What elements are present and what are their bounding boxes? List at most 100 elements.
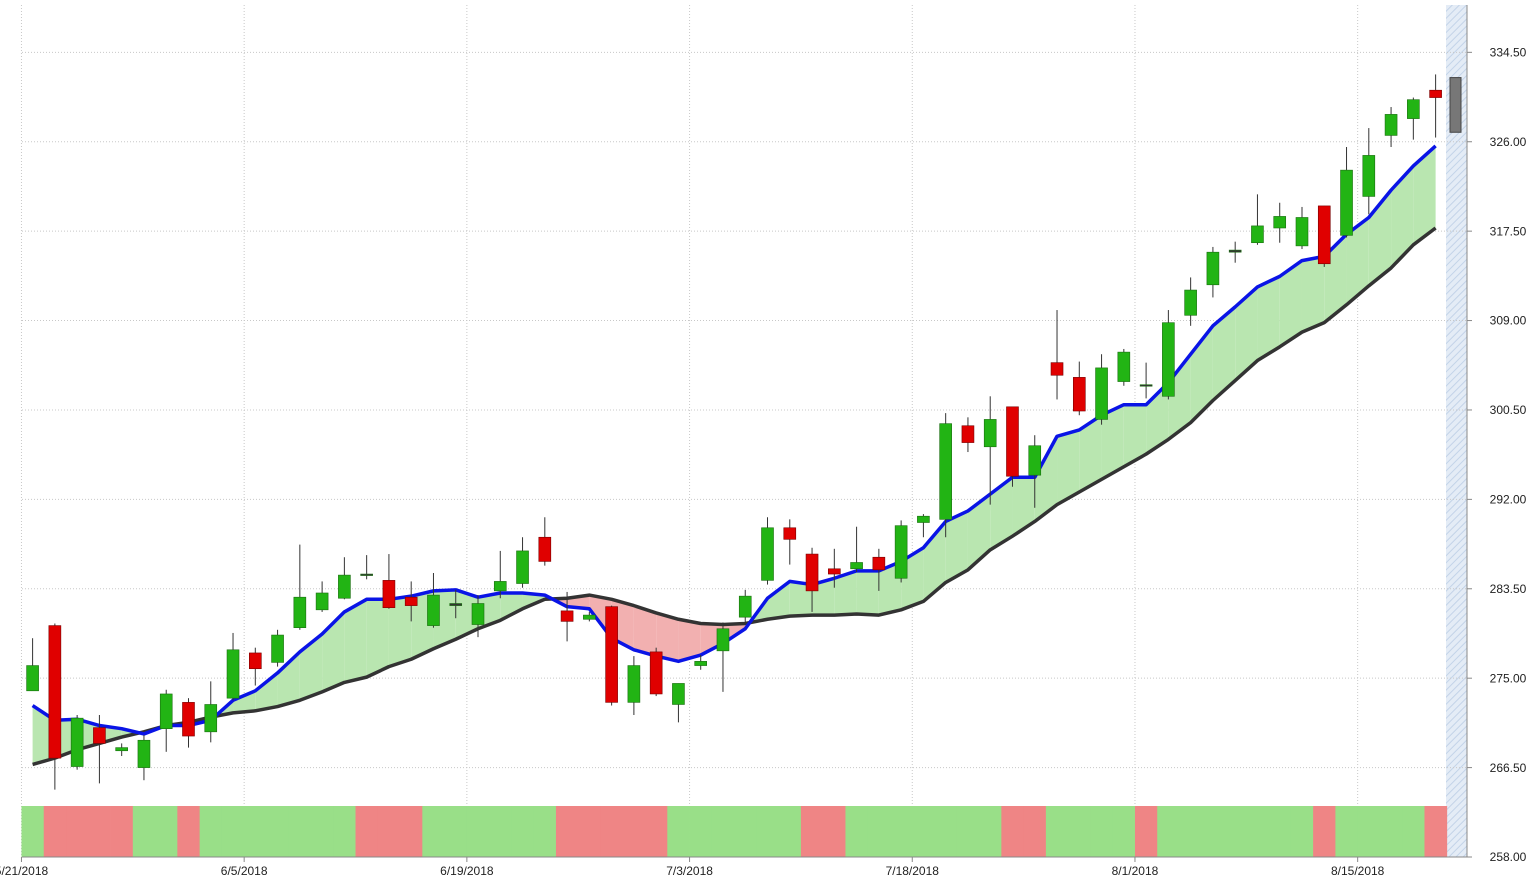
y-tick-label: 258.00 <box>1490 850 1527 864</box>
signal-band <box>199 806 223 857</box>
ma-fill <box>945 510 968 583</box>
candle-body <box>1184 289 1197 316</box>
signal-band <box>756 806 780 857</box>
signal-band <box>1224 806 1247 857</box>
ma-fill <box>678 619 701 662</box>
signal-band <box>823 806 846 857</box>
candle-body <box>1407 99 1420 119</box>
signal-band <box>444 806 468 857</box>
candle-body <box>1028 445 1042 476</box>
signal-band <box>1290 806 1314 857</box>
signal-band <box>711 806 735 857</box>
ma-fill <box>366 599 389 678</box>
candle-body <box>137 739 151 768</box>
candle-body <box>694 661 708 666</box>
ma-fill <box>990 477 1013 550</box>
ma-fill <box>1279 260 1302 347</box>
y-tick-label: 283.50 <box>1490 582 1527 596</box>
signal-band <box>110 806 134 857</box>
ma-fill <box>455 589 478 640</box>
signal-band <box>1424 806 1448 857</box>
candle-body <box>583 614 596 620</box>
signal-band <box>1201 806 1225 857</box>
ma-fill <box>1413 145 1436 245</box>
future-area <box>1446 5 1467 857</box>
ma-fill <box>1368 190 1392 286</box>
candle-body <box>271 634 284 663</box>
ma-fill <box>1346 217 1369 305</box>
x-tick-label: 5/21/2018 <box>0 864 48 878</box>
signal-band <box>555 806 579 857</box>
fast-ma-line <box>31 144 1437 736</box>
signal-band <box>466 806 490 857</box>
ma-fill <box>1212 306 1236 401</box>
x-tick-label: 6/19/2018 <box>440 864 494 878</box>
ma-fill <box>1057 429 1080 505</box>
ma-fill <box>1257 276 1280 361</box>
candle-body <box>1228 249 1242 253</box>
signal-band <box>221 806 245 857</box>
candle-body <box>182 702 195 737</box>
signal-band <box>1402 806 1425 857</box>
signal-band <box>266 806 290 857</box>
ma-fill <box>255 672 278 711</box>
candle-body <box>338 574 351 599</box>
candle-body <box>716 628 730 652</box>
candle-body <box>471 603 485 625</box>
signal-band <box>778 806 802 857</box>
candle-body <box>649 651 663 695</box>
signal-band <box>21 806 45 857</box>
signal-band <box>1268 806 1292 857</box>
ma-fill <box>277 651 300 707</box>
signal-band <box>355 806 379 857</box>
signal-band <box>1134 806 1158 857</box>
signal-band <box>489 806 512 857</box>
signal-band <box>667 806 690 857</box>
signal-band <box>533 806 557 857</box>
signal-band <box>288 806 312 857</box>
candle-body <box>70 717 84 767</box>
candle-body <box>1072 377 1086 412</box>
signal-band <box>889 806 913 857</box>
candle-body <box>828 568 841 575</box>
signal-band <box>1379 806 1403 857</box>
ma-fill <box>1123 404 1147 467</box>
candle-body <box>115 747 128 752</box>
ma-fill <box>967 494 991 570</box>
signal-band <box>934 806 958 857</box>
candle-body <box>427 594 440 626</box>
ma-fill <box>299 634 323 701</box>
signal-band <box>979 806 1002 857</box>
candle-body <box>783 527 797 540</box>
signal-band <box>244 806 267 857</box>
signal-band <box>1112 806 1136 857</box>
candle-body <box>1006 406 1019 477</box>
signal-band <box>43 806 67 857</box>
candle-body <box>627 665 641 703</box>
ma-fill <box>834 570 857 616</box>
candle-body <box>872 556 886 571</box>
ma-fill <box>633 605 657 657</box>
candle-body <box>26 665 39 692</box>
candle-body <box>159 693 173 729</box>
candle-body <box>516 550 529 584</box>
ma-fill <box>344 599 367 683</box>
candle-body <box>249 652 262 670</box>
signal-band <box>867 806 891 857</box>
ma-fill <box>1190 325 1213 423</box>
candle-body <box>917 515 930 523</box>
candle-body <box>1317 205 1331 265</box>
candle-body <box>1429 89 1442 98</box>
candle-body <box>1117 351 1131 382</box>
ma-fill <box>856 570 879 616</box>
candle-body <box>1050 362 1064 376</box>
candle-body <box>1295 217 1309 247</box>
signal-band <box>600 806 624 857</box>
signal-band <box>66 806 89 857</box>
candle-body <box>538 536 552 562</box>
ma-fill <box>388 596 412 667</box>
signal-band <box>1313 806 1336 857</box>
candle-body <box>1340 169 1353 236</box>
candle-body <box>1095 367 1108 420</box>
